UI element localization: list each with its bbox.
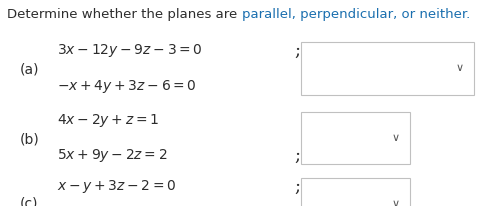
- Text: $3x - 12y - 9z - 3 = 0$: $3x - 12y - 9z - 3 = 0$: [57, 42, 203, 59]
- Text: $-x + 4y + 3z - 6 = 0$: $-x + 4y + 3z - 6 = 0$: [57, 78, 197, 95]
- FancyBboxPatch shape: [301, 42, 474, 95]
- Text: Determine whether the planes are: Determine whether the planes are: [7, 8, 242, 21]
- Text: (b): (b): [20, 132, 40, 146]
- Text: parallel, perpendicular, or neither.: parallel, perpendicular, or neither.: [242, 8, 470, 21]
- Text: ∨: ∨: [391, 199, 399, 206]
- FancyBboxPatch shape: [301, 178, 410, 206]
- Text: (c): (c): [20, 197, 38, 206]
- Text: $4x - 2y + z = 1$: $4x - 2y + z = 1$: [57, 112, 159, 129]
- FancyBboxPatch shape: [301, 112, 410, 164]
- Text: ;: ;: [294, 41, 300, 60]
- Text: ∨: ∨: [391, 133, 399, 143]
- Text: ∨: ∨: [455, 63, 463, 74]
- Text: ;: ;: [294, 177, 300, 195]
- Text: (a): (a): [20, 62, 39, 76]
- Text: $5x + 9y - 2z = 2$: $5x + 9y - 2z = 2$: [57, 147, 167, 164]
- Text: ;: ;: [294, 146, 300, 165]
- Text: $x - y + 3z - 2 = 0$: $x - y + 3z - 2 = 0$: [57, 178, 176, 195]
